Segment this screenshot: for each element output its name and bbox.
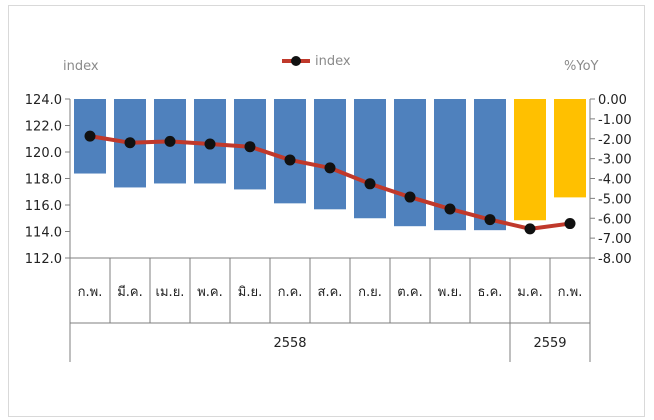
right-axis-label: %YoY [564,59,599,74]
left-tick-label: 114.0 [25,226,62,241]
index-point [84,130,96,142]
category-label: พ.ค. [197,285,223,300]
right-tick-label: -2.00 [598,133,632,148]
legend-label: index [315,54,351,69]
category-label: ก.ค. [278,285,303,300]
left-tick-label: 120.0 [25,146,62,161]
bar [554,99,586,198]
right-tick-label: -7.00 [598,232,632,247]
index-point [444,203,456,215]
left-axis-label: index [63,59,99,74]
index-point [124,137,136,149]
category-label: ต.ค. [397,285,422,300]
category-label: ก.ย. [358,285,382,300]
bar [274,99,306,204]
left-tick-label: 118.0 [25,173,62,188]
index-point [364,178,376,190]
right-tick-label: -4.00 [598,173,632,188]
category-label: ก.พ. [78,285,103,300]
category-label: พ.ย. [438,285,462,300]
right-tick-label: -5.00 [598,192,632,207]
category-label: ธ.ค. [478,285,503,300]
index-point [204,138,216,150]
year-label: 2558 [273,336,306,351]
right-tick-label: -1.00 [598,113,632,128]
right-tick-label: 0.00 [598,93,627,108]
category-label: มิ.ย. [238,285,262,300]
index-point [404,191,416,203]
category-label: ม.ค. [517,285,543,300]
labels-group: 124.0 122.0 120.0 118.0 116.0 114.0 112.0 0.00 -… [25,93,632,351]
index-point [484,214,496,226]
index-point [524,223,536,235]
bar [474,99,506,231]
bar [394,99,426,227]
bar [314,99,346,210]
category-label: เม.ย. [156,285,185,300]
index-point [284,154,296,166]
right-tick-label: -6.00 [598,212,632,227]
index-point [244,141,256,153]
legend-marker [291,56,301,66]
left-tick-label: 112.0 [25,252,62,267]
legend: index [282,54,351,69]
index-point [324,162,336,174]
category-label: ส.ค. [318,285,343,300]
bar [354,99,386,219]
axes-group [65,98,595,362]
left-tick-label: 116.0 [25,199,62,214]
index-point [164,135,176,147]
right-tick-label: -8.00 [598,252,632,267]
line-series [84,130,576,235]
bar [514,99,546,221]
left-tick-label: 122.0 [25,120,62,135]
left-tick-label: 124.0 [25,93,62,108]
category-label: มี.ค. [117,284,143,300]
category-label: ก.พ. [558,285,583,300]
right-tick-label: -3.00 [598,153,632,168]
bars-group [74,99,586,231]
chart-frame [8,5,645,417]
index-point [564,218,576,230]
year-label: 2559 [533,336,566,351]
